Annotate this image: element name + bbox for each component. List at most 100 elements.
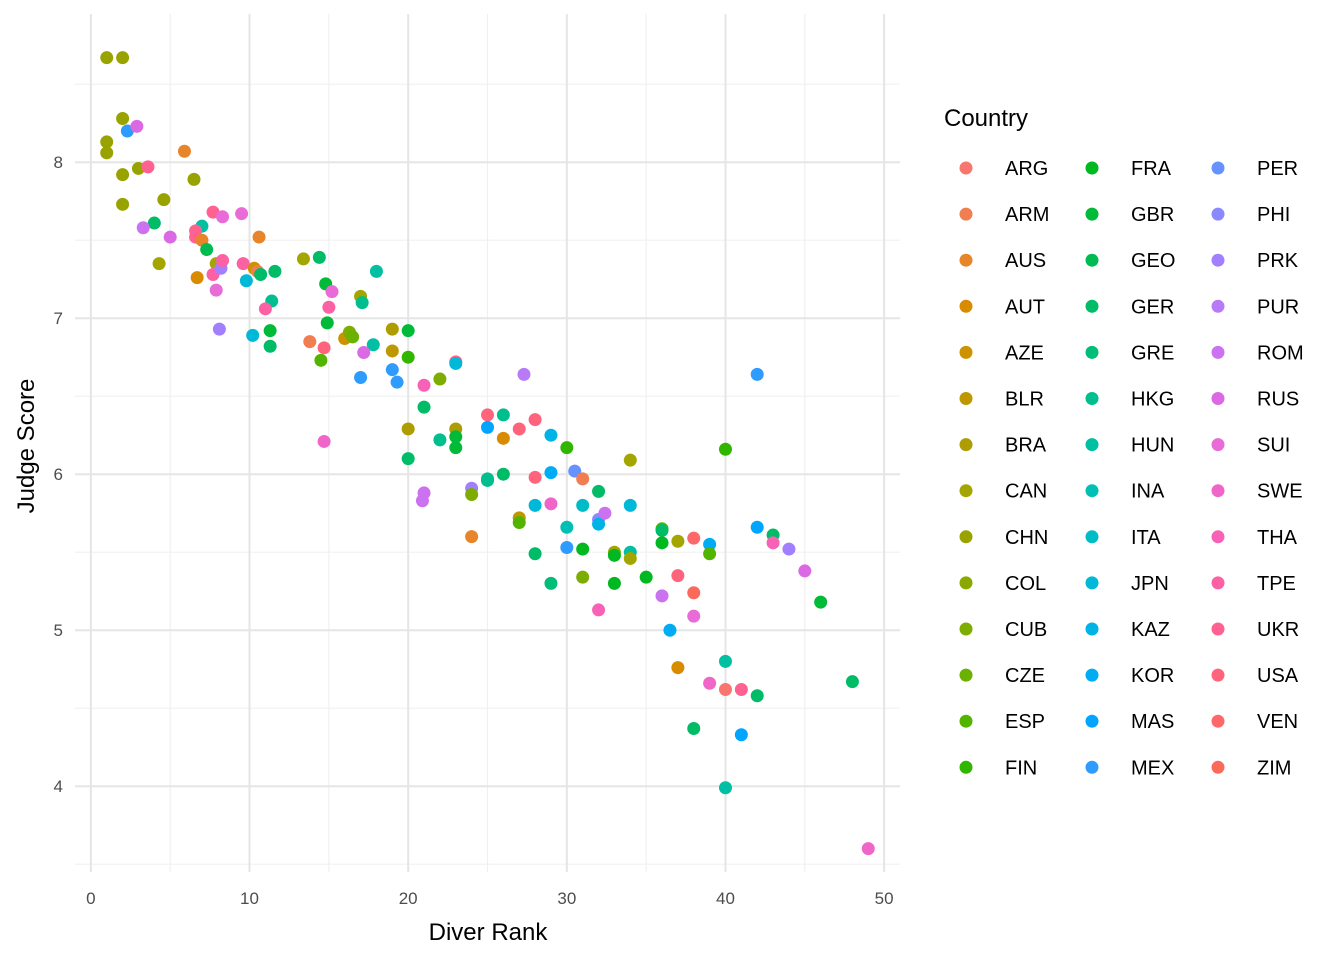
- data-point: [100, 51, 114, 65]
- data-point: [663, 623, 677, 637]
- data-point: [346, 330, 360, 344]
- y-axis-title: Judge Score: [13, 379, 40, 514]
- data-point: [576, 542, 590, 556]
- data-point: [734, 728, 748, 742]
- legend-label: JPN: [1131, 573, 1169, 595]
- legend-key: [1085, 207, 1099, 221]
- data-point: [623, 551, 637, 565]
- legend-label: ROM: [1257, 342, 1304, 364]
- data-point: [750, 520, 764, 534]
- data-point: [861, 842, 875, 856]
- legend-key: [959, 760, 973, 774]
- data-point: [366, 338, 380, 352]
- legend-label: HKG: [1131, 389, 1174, 411]
- legend-key: [959, 207, 973, 221]
- legend-key: [1211, 760, 1225, 774]
- legend-label: TPE: [1257, 573, 1296, 595]
- legend-key: [959, 438, 973, 452]
- data-point: [449, 356, 463, 370]
- data-point: [607, 548, 621, 562]
- data-point: [560, 541, 574, 555]
- data-point: [544, 497, 558, 511]
- legend-label: MAS: [1131, 711, 1174, 733]
- data-point: [481, 472, 494, 486]
- data-point: [200, 243, 214, 257]
- data-point: [687, 586, 701, 600]
- data-point: [449, 441, 463, 455]
- data-point: [401, 452, 415, 466]
- data-point: [433, 372, 447, 386]
- data-point: [385, 363, 399, 377]
- legend-key: [959, 484, 973, 498]
- legend-label: PRK: [1257, 250, 1299, 272]
- data-point: [433, 433, 447, 447]
- legend-key: [959, 622, 973, 636]
- data-point: [415, 494, 429, 508]
- legend-label: ARM: [1005, 204, 1049, 226]
- legend-key: [1211, 207, 1225, 221]
- data-point: [703, 537, 717, 551]
- data-point: [417, 400, 431, 414]
- legend-label: RUS: [1257, 389, 1299, 411]
- legend-label: COL: [1005, 573, 1046, 595]
- legend-key: [1085, 530, 1099, 544]
- legend-key: [1085, 714, 1099, 728]
- y-tick-label: 5: [54, 621, 63, 640]
- legend-label: VEN: [1257, 711, 1298, 733]
- data-point: [263, 324, 277, 338]
- x-tick-label: 10: [240, 889, 259, 908]
- legend-key: [1085, 438, 1099, 452]
- data-point: [187, 172, 201, 186]
- data-point: [385, 322, 399, 336]
- legend-label: INA: [1131, 481, 1165, 503]
- legend-key: [959, 299, 973, 313]
- legend-key: [1085, 253, 1099, 267]
- data-point: [576, 498, 590, 512]
- legend-label: GEO: [1131, 250, 1175, 272]
- data-point: [317, 434, 331, 448]
- data-point: [592, 484, 606, 498]
- data-point: [639, 570, 653, 584]
- data-point: [401, 422, 415, 436]
- x-tick-label: 40: [716, 889, 735, 908]
- data-point: [357, 346, 371, 360]
- data-point: [607, 576, 621, 590]
- data-point: [703, 676, 717, 690]
- data-point: [598, 506, 612, 520]
- legend-key: [1085, 576, 1099, 590]
- data-point: [116, 197, 130, 211]
- data-point: [320, 316, 334, 330]
- data-point: [254, 268, 268, 282]
- legend-label: KOR: [1131, 665, 1174, 687]
- data-point: [296, 252, 310, 266]
- legend-label: FRA: [1131, 158, 1172, 180]
- data-point: [354, 370, 368, 384]
- legend-label: ARG: [1005, 158, 1048, 180]
- data-point: [671, 534, 685, 548]
- legend-key: [1211, 299, 1225, 313]
- data-point: [623, 453, 637, 467]
- data-point: [560, 441, 574, 455]
- data-point: [147, 216, 161, 230]
- data-point: [401, 324, 415, 338]
- data-point: [236, 257, 250, 271]
- data-point: [560, 520, 574, 534]
- x-axis-title: Diver Rank: [429, 919, 549, 946]
- legend-label: CAN: [1005, 481, 1047, 503]
- data-point: [718, 442, 732, 456]
- data-point: [317, 341, 331, 355]
- data-point: [312, 250, 326, 264]
- legend-key: [1211, 530, 1225, 544]
- data-point: [655, 536, 669, 550]
- legend-label: UKR: [1257, 619, 1299, 641]
- legend-label: AZE: [1005, 342, 1044, 364]
- data-point: [116, 168, 130, 182]
- data-point: [252, 230, 266, 244]
- legend-key: [1211, 345, 1225, 359]
- data-point: [687, 609, 701, 623]
- legend-label: CZE: [1005, 665, 1045, 687]
- data-point: [130, 119, 144, 133]
- axes: Diver Rank Judge Score 0 10 20 30 40 50 4 5 6 7 8: [13, 153, 894, 946]
- legend-label: GBR: [1131, 204, 1174, 226]
